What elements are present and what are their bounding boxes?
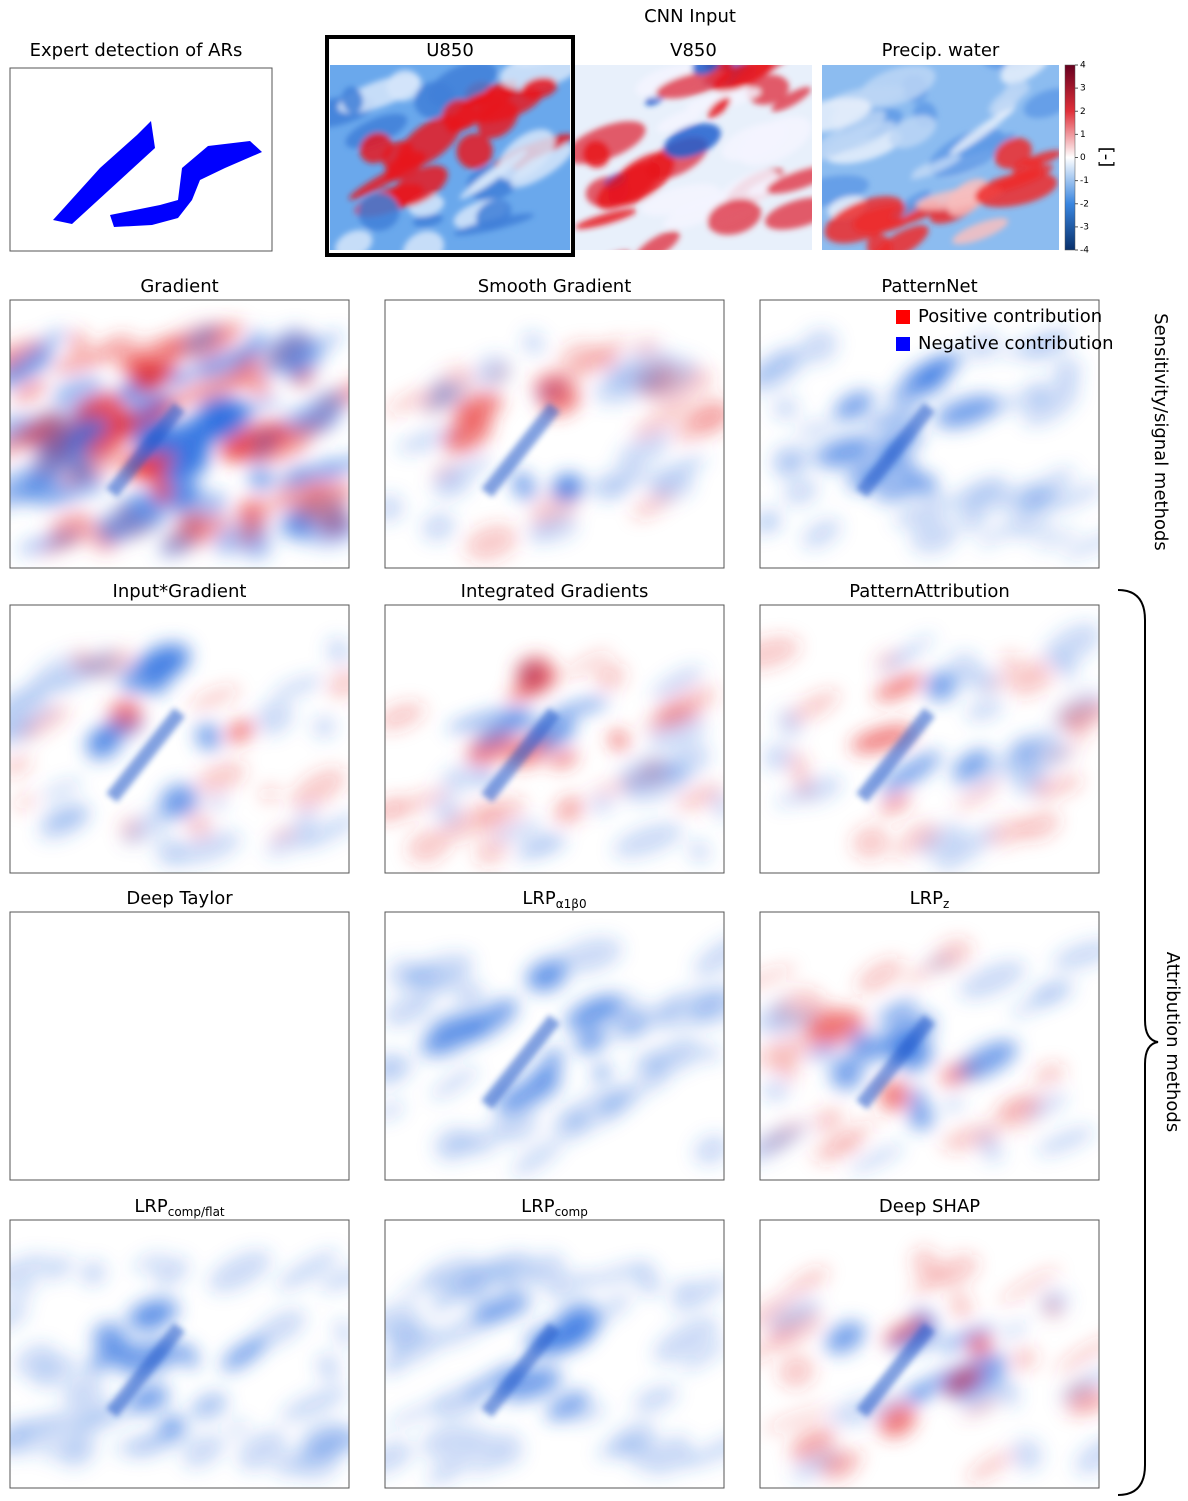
input-title: Precip. water [882, 40, 1000, 61]
cnn-input-title: CNN Input [644, 6, 736, 27]
heatmap [0, 1220, 378, 1488]
heatmap [727, 912, 1118, 1180]
panel-title-text: Deep SHAP [879, 1196, 980, 1217]
panel-title-text: Gradient [140, 276, 218, 297]
legend-label: Positive contribution [918, 306, 1102, 327]
panel-title-subscript: comp/flat [168, 1205, 225, 1219]
colorbar-tick-label: 0 [1080, 153, 1086, 163]
panel-title: LRPz [910, 888, 950, 911]
legend-label: Negative contribution [918, 333, 1114, 354]
panel-title-text: PatternAttribution [849, 581, 1010, 602]
panel-title: LRPα1β0 [522, 888, 586, 911]
panel-title: Deep SHAP [879, 1196, 980, 1217]
field-blob [740, 0, 816, 60]
heatmap [0, 300, 378, 568]
figure: CNN Input Expert detection of ARs [-] Se… [0, 0, 1188, 1497]
side-label: Attribution methods [1162, 952, 1183, 1132]
panel-title-text: LRP [521, 1196, 555, 1217]
panel-title: PatternNet [881, 276, 977, 297]
colorbar-tick-label: -2 [1080, 199, 1089, 209]
panel-title: Deep Taylor [126, 888, 233, 909]
panel-title-text: Integrated Gradients [461, 581, 649, 602]
side-label: Sensitivity/signal methods [1150, 313, 1171, 551]
field-blob [769, 29, 793, 51]
heatmap [734, 1220, 1133, 1488]
field-blob [769, 39, 804, 61]
bracket [1118, 590, 1158, 1495]
panel-title: LRPcomp/flat [134, 1196, 225, 1219]
colorbar-tick-label: 3 [1080, 84, 1086, 94]
input-field [786, 27, 1077, 269]
panel-title-text: Input*Gradient [113, 581, 247, 602]
colorbar-unit: [-] [1096, 147, 1117, 168]
input-title: U850 [426, 40, 474, 61]
panel-title-text: LRP [910, 888, 944, 909]
panel-title: PatternAttribution [849, 581, 1010, 602]
colorbar-tick-label: -3 [1080, 222, 1089, 232]
panel-title-text: LRP [522, 888, 556, 909]
heatmap [369, 912, 755, 1182]
panel-title-subscript: z [943, 897, 949, 911]
panel-title-text: Deep Taylor [126, 888, 233, 909]
expert-title: Expert detection of ARs [30, 40, 243, 61]
panel-title: Integrated Gradients [461, 581, 649, 602]
field-blob [743, 6, 824, 68]
legend-swatch [896, 310, 910, 324]
panel-title-text: PatternNet [881, 276, 977, 297]
heatmap [0, 605, 366, 873]
panel-title: Input*Gradient [113, 581, 247, 602]
colorbar-tick-label: 2 [1080, 107, 1086, 117]
colorbar [1065, 65, 1075, 250]
colorbar-tick-label: 4 [1080, 61, 1086, 71]
panel-title-text: Smooth Gradient [478, 276, 632, 297]
colorbar-tick-label: -1 [1080, 176, 1089, 186]
heatmap [370, 300, 737, 568]
field-blob [342, 265, 378, 298]
legend-swatch [896, 337, 910, 351]
panel-title: Gradient [140, 276, 218, 297]
panel-title-subscript: comp [555, 1205, 588, 1219]
panel-title: Smooth Gradient [478, 276, 632, 297]
panel-title-text: LRP [134, 1196, 168, 1217]
colorbar-tick-label: 1 [1080, 130, 1086, 140]
heatmap [10, 912, 349, 1180]
heatmap [733, 605, 1119, 879]
panel-title: LRPcomp [521, 1196, 588, 1219]
input-title: V850 [670, 40, 717, 61]
heatmap [359, 1220, 759, 1491]
panel-title-subscript: α1β0 [556, 897, 587, 911]
colorbar-tick-label: -4 [1080, 246, 1089, 256]
heatmap [367, 605, 735, 873]
heatmap-bg [10, 912, 349, 1180]
